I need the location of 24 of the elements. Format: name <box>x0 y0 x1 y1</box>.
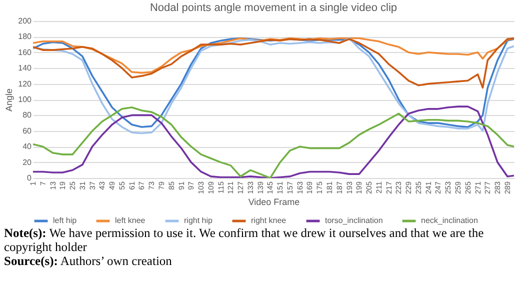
x-axis-title: Video Frame <box>248 197 300 208</box>
y-tick-label: 100 <box>18 95 32 104</box>
y-tick-label: 20 <box>22 158 32 167</box>
legend-label: torso_inclination <box>325 216 383 225</box>
y-tick-label: 160 <box>18 48 32 57</box>
legend-label: left hip <box>53 216 78 225</box>
y-tick-label: 180 <box>18 32 32 42</box>
y-tick-label: 60 <box>22 126 32 136</box>
text: Note(s): We have permission to use it. We confirm that we drew it ourselves and that we are the copyright holder <box>4 226 485 254</box>
legend-label: right hip <box>184 216 214 225</box>
line-series <box>33 37 514 74</box>
y-axis-title: Angle <box>4 88 14 112</box>
y-tick-label: 140 <box>18 64 32 73</box>
chart-title: Nodal points angle movement in a single video clip <box>150 2 398 14</box>
legend-label: left knee <box>115 216 146 225</box>
y-tick-label: 120 <box>18 79 32 88</box>
legend-label: neck_inclination <box>421 216 478 225</box>
y-tick-label: 80 <box>22 110 32 120</box>
y-tick-label: 200 <box>18 16 32 26</box>
y-tick-label: 40 <box>22 142 32 152</box>
source-note: Source(s): Authors’ own creation <box>4 254 173 268</box>
line-series <box>33 37 514 89</box>
y-tick-label: 0 <box>27 174 32 182</box>
legend-label: right knee <box>251 216 287 225</box>
